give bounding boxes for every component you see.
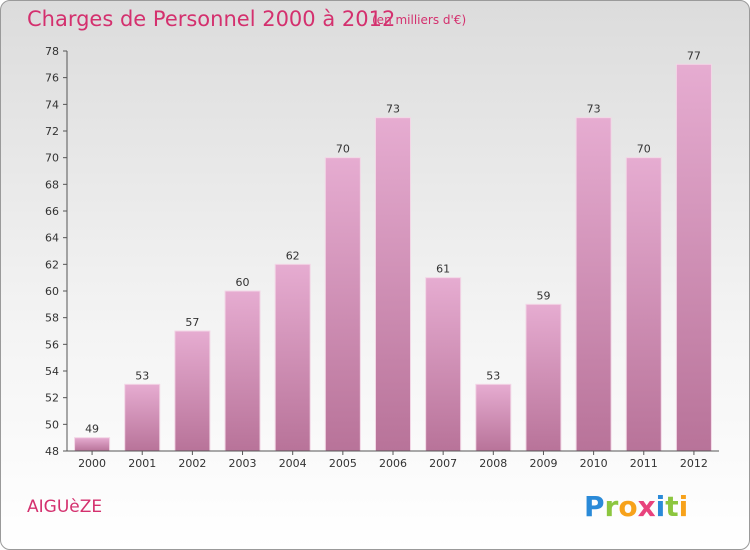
x-tick-label: 2004 [279,457,307,470]
proxiti-logo[interactable]: Proxiti [584,490,688,523]
y-axis: 48 50 52 54 56 58 60 62 64 66 68 70 72 74 76 78 [45,45,68,458]
y-tick-label: 50 [45,418,59,431]
y-tick-label: 72 [45,125,59,138]
bar-value-label: 60 [236,276,250,289]
bar [575,117,612,452]
chart-title: Charges de Personnel 2000 à 2012 [27,7,396,31]
bar-value-label: 73 [587,103,601,116]
bar-value-label: 70 [336,143,350,156]
bar [475,383,512,452]
bar [425,277,462,452]
bar-value-label: 62 [286,249,300,262]
y-tick-label: 64 [45,232,59,245]
bar-value-label: 70 [637,143,651,156]
bar [274,263,311,452]
bar [174,330,211,452]
bar-value-label: 57 [185,316,199,329]
logo-letter: t [665,490,679,523]
y-tick-label: 48 [45,445,59,458]
bars: 49 53 57 60 62 70 73 61 53 59 73 70 77 [74,49,712,452]
bar [124,383,161,452]
bar-value-label: 73 [386,103,400,116]
y-tick-label: 60 [45,285,59,298]
bar [375,117,411,452]
logo-letter: r [604,490,619,523]
y-tick-label: 56 [45,338,59,351]
bar [625,157,662,452]
logo-letter: i [655,490,666,523]
bar-value-label: 49 [85,423,99,436]
x-tick-label: 2000 [78,457,106,470]
y-tick-label: 58 [45,312,59,325]
logo-letter: o [618,490,638,523]
logo-letter: P [584,490,605,523]
bar [224,290,261,452]
bar-value-label: 53 [486,369,500,382]
bar [675,63,712,452]
x-tick-label: 2001 [128,457,156,470]
x-tick-label: 2005 [329,457,357,470]
bar [525,303,562,452]
bar [74,437,111,452]
x-tick-label: 2007 [429,457,457,470]
logo-letter: x [637,490,656,523]
x-axis: 2000 2001 2002 2003 2004 2005 2006 2007 2008 2009… [67,450,719,470]
bar-value-label: 53 [135,369,149,382]
bar-value-label: 59 [536,289,550,302]
y-tick-label: 66 [45,205,59,218]
town-name: AIGUèZE [27,497,103,517]
x-tick-label: 2006 [379,457,407,470]
x-tick-label: 2002 [178,457,206,470]
x-tick-label: 2012 [680,457,708,470]
x-tick-label: 2008 [479,457,507,470]
x-tick-label: 2011 [630,457,658,470]
y-tick-label: 62 [45,258,59,271]
logo-letter: i [678,490,689,523]
y-tick-label: 52 [45,392,59,405]
y-tick-label: 70 [45,152,59,165]
y-tick-label: 74 [45,98,59,111]
x-tick-label: 2003 [229,457,257,470]
bar-value-label: 61 [436,263,450,276]
x-tick-label: 2010 [580,457,608,470]
bar [324,157,361,452]
chart-subtitle: (en milliers d'€) [372,13,467,27]
y-tick-label: 78 [45,45,59,58]
y-tick-label: 54 [45,365,59,378]
y-tick-label: 68 [45,178,59,191]
y-tick-label: 76 [45,72,59,85]
bar-value-label: 77 [687,49,701,62]
x-tick-label: 2009 [529,457,557,470]
